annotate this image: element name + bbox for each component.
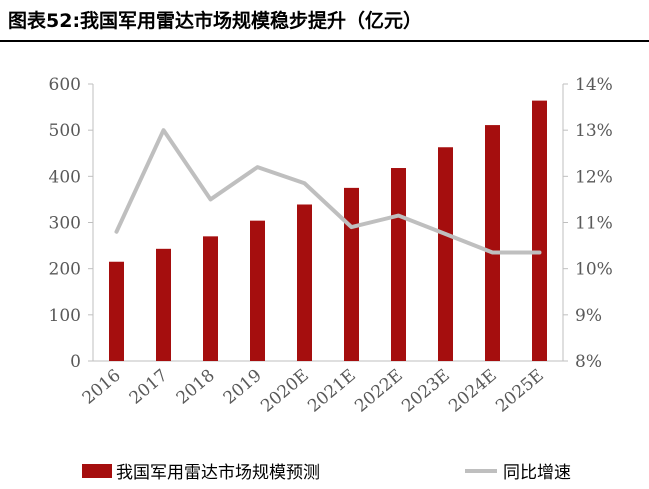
x-axis-tick-label: 2023E bbox=[398, 366, 454, 417]
right-axis-tick-label: 12% bbox=[575, 167, 613, 187]
right-axis-tick-label: 11% bbox=[575, 214, 613, 234]
right-axis-tick-label: 14% bbox=[575, 75, 613, 95]
bar bbox=[109, 261, 124, 361]
left-axis-tick-label: 200 bbox=[49, 260, 81, 280]
left-axis-tick-label: 300 bbox=[49, 214, 81, 234]
legend-bar-swatch bbox=[82, 464, 112, 478]
x-axis-tick-label: 2022E bbox=[351, 366, 407, 417]
left-axis-tick-label: 400 bbox=[49, 167, 81, 187]
right-axis-tick-label: 10% bbox=[575, 260, 613, 280]
right-axis-tick-label: 9% bbox=[575, 306, 602, 326]
growth-line bbox=[114, 128, 542, 255]
x-axis-tick-label: 2021E bbox=[304, 366, 360, 417]
bar bbox=[391, 168, 406, 361]
legend-bar-label: 我国军用雷达市场规模预测 bbox=[116, 463, 320, 483]
x-axis-tick-label: 2020E bbox=[257, 366, 313, 417]
x-axis-tick-label: 2025E bbox=[492, 366, 548, 417]
bar bbox=[532, 100, 547, 362]
left-axis-tick-label: 0 bbox=[70, 352, 81, 372]
bar bbox=[250, 220, 265, 361]
right-axis-tick-label: 13% bbox=[575, 121, 613, 141]
x-axis-tick-label: 2024E bbox=[445, 366, 501, 417]
line-series bbox=[114, 128, 542, 255]
x-axis-tick-label: 2018 bbox=[173, 366, 219, 409]
tick-labels: 0 100 200 300 400 500 600 8% 9% 10% 11% 12% 13% 14% 20… bbox=[49, 75, 613, 417]
bar bbox=[438, 147, 453, 361]
left-axis-tick-label: 100 bbox=[49, 306, 81, 326]
x-axis-tick-label: 2016 bbox=[79, 366, 125, 409]
left-axis-tick-label: 600 bbox=[49, 75, 81, 95]
bar bbox=[344, 187, 359, 361]
bar bbox=[297, 204, 312, 361]
left-axis-tick-label: 500 bbox=[49, 121, 81, 141]
bar bbox=[203, 236, 218, 361]
legend-line-label: 同比增速 bbox=[503, 463, 571, 483]
chart-title: 图表52:我国军用雷达市场规模稳步提升（亿元） bbox=[8, 10, 423, 32]
legend: 我国军用雷达市场规模预测 同比增速 bbox=[82, 463, 571, 483]
bar bbox=[485, 125, 500, 361]
bar-series bbox=[109, 100, 547, 362]
axes bbox=[88, 83, 568, 362]
right-axis-tick-label: 8% bbox=[575, 352, 602, 372]
title-divider bbox=[0, 40, 649, 42]
bar bbox=[156, 248, 171, 361]
x-axis-tick-label: 2017 bbox=[126, 366, 172, 409]
